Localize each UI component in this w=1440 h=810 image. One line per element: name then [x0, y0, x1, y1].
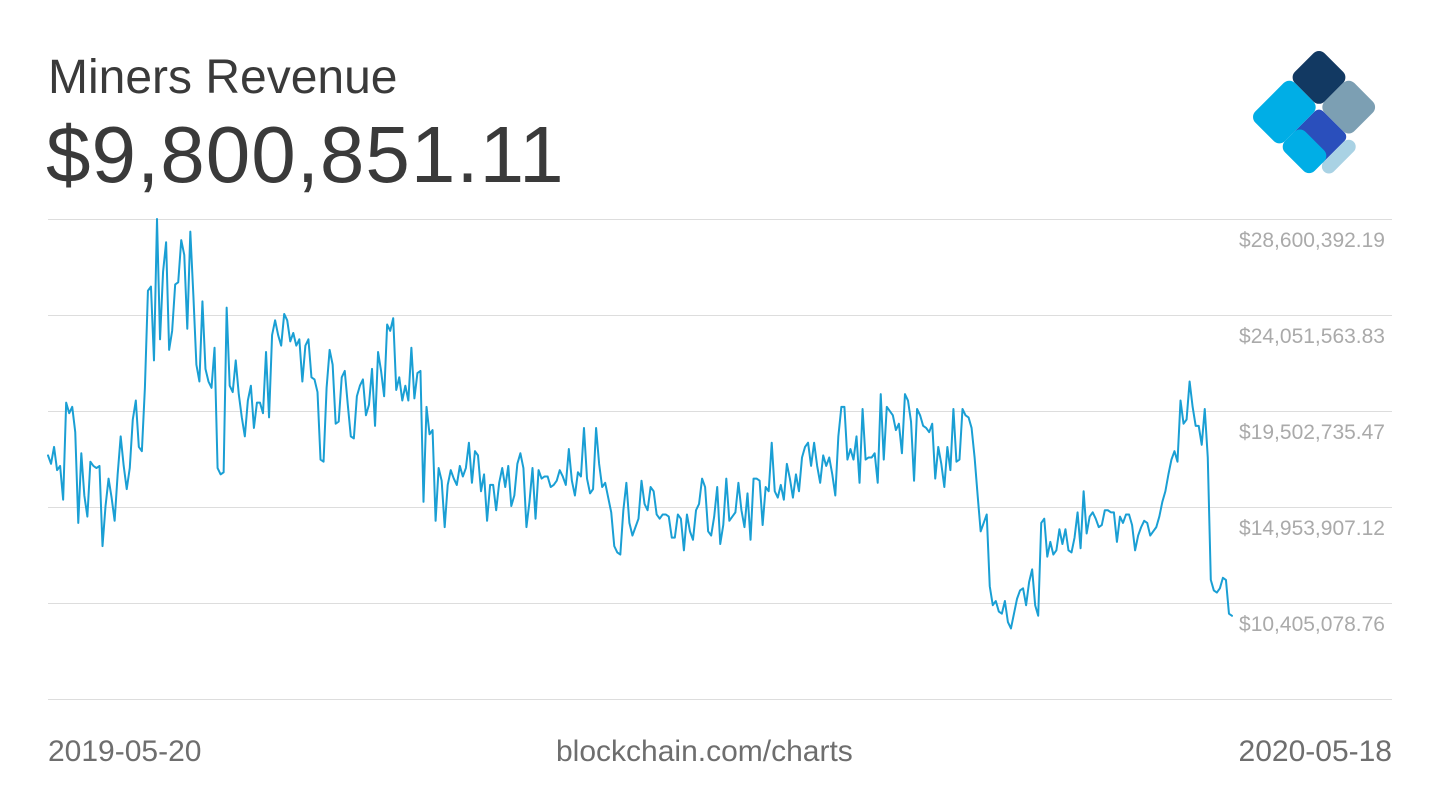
y-tick-label: $19,502,735.47: [1239, 421, 1385, 444]
series-line: [47, 218, 1233, 630]
gridlines: [48, 219, 1392, 700]
y-axis-ticks: $28,600,392.19 $24,051,563.83 $19,502,735.…: [1239, 229, 1385, 636]
logo-tile-cyan: [1253, 80, 1316, 144]
chart-title: Miners Revenue: [48, 51, 398, 104]
x-axis-end-label: 2020-05-18: [1238, 735, 1392, 768]
source-label: blockchain.com/charts: [556, 735, 853, 768]
logo-tile-slate: [1322, 80, 1376, 134]
logo-tile-light: [1321, 139, 1356, 174]
current-value: $9,800,851.11: [46, 110, 565, 199]
y-tick-label: $10,405,078.76: [1239, 613, 1385, 636]
blockchain-logo-icon: [1253, 51, 1376, 174]
x-axis-start-label: 2019-05-20: [48, 735, 202, 768]
y-tick-label: $24,051,563.83: [1239, 325, 1385, 348]
logo-tile-cyan-2: [1282, 129, 1327, 174]
logo-tile-dark: [1292, 51, 1346, 104]
y-tick-label: $14,953,907.12: [1239, 517, 1385, 540]
y-tick-label: $28,600,392.19: [1239, 229, 1385, 252]
